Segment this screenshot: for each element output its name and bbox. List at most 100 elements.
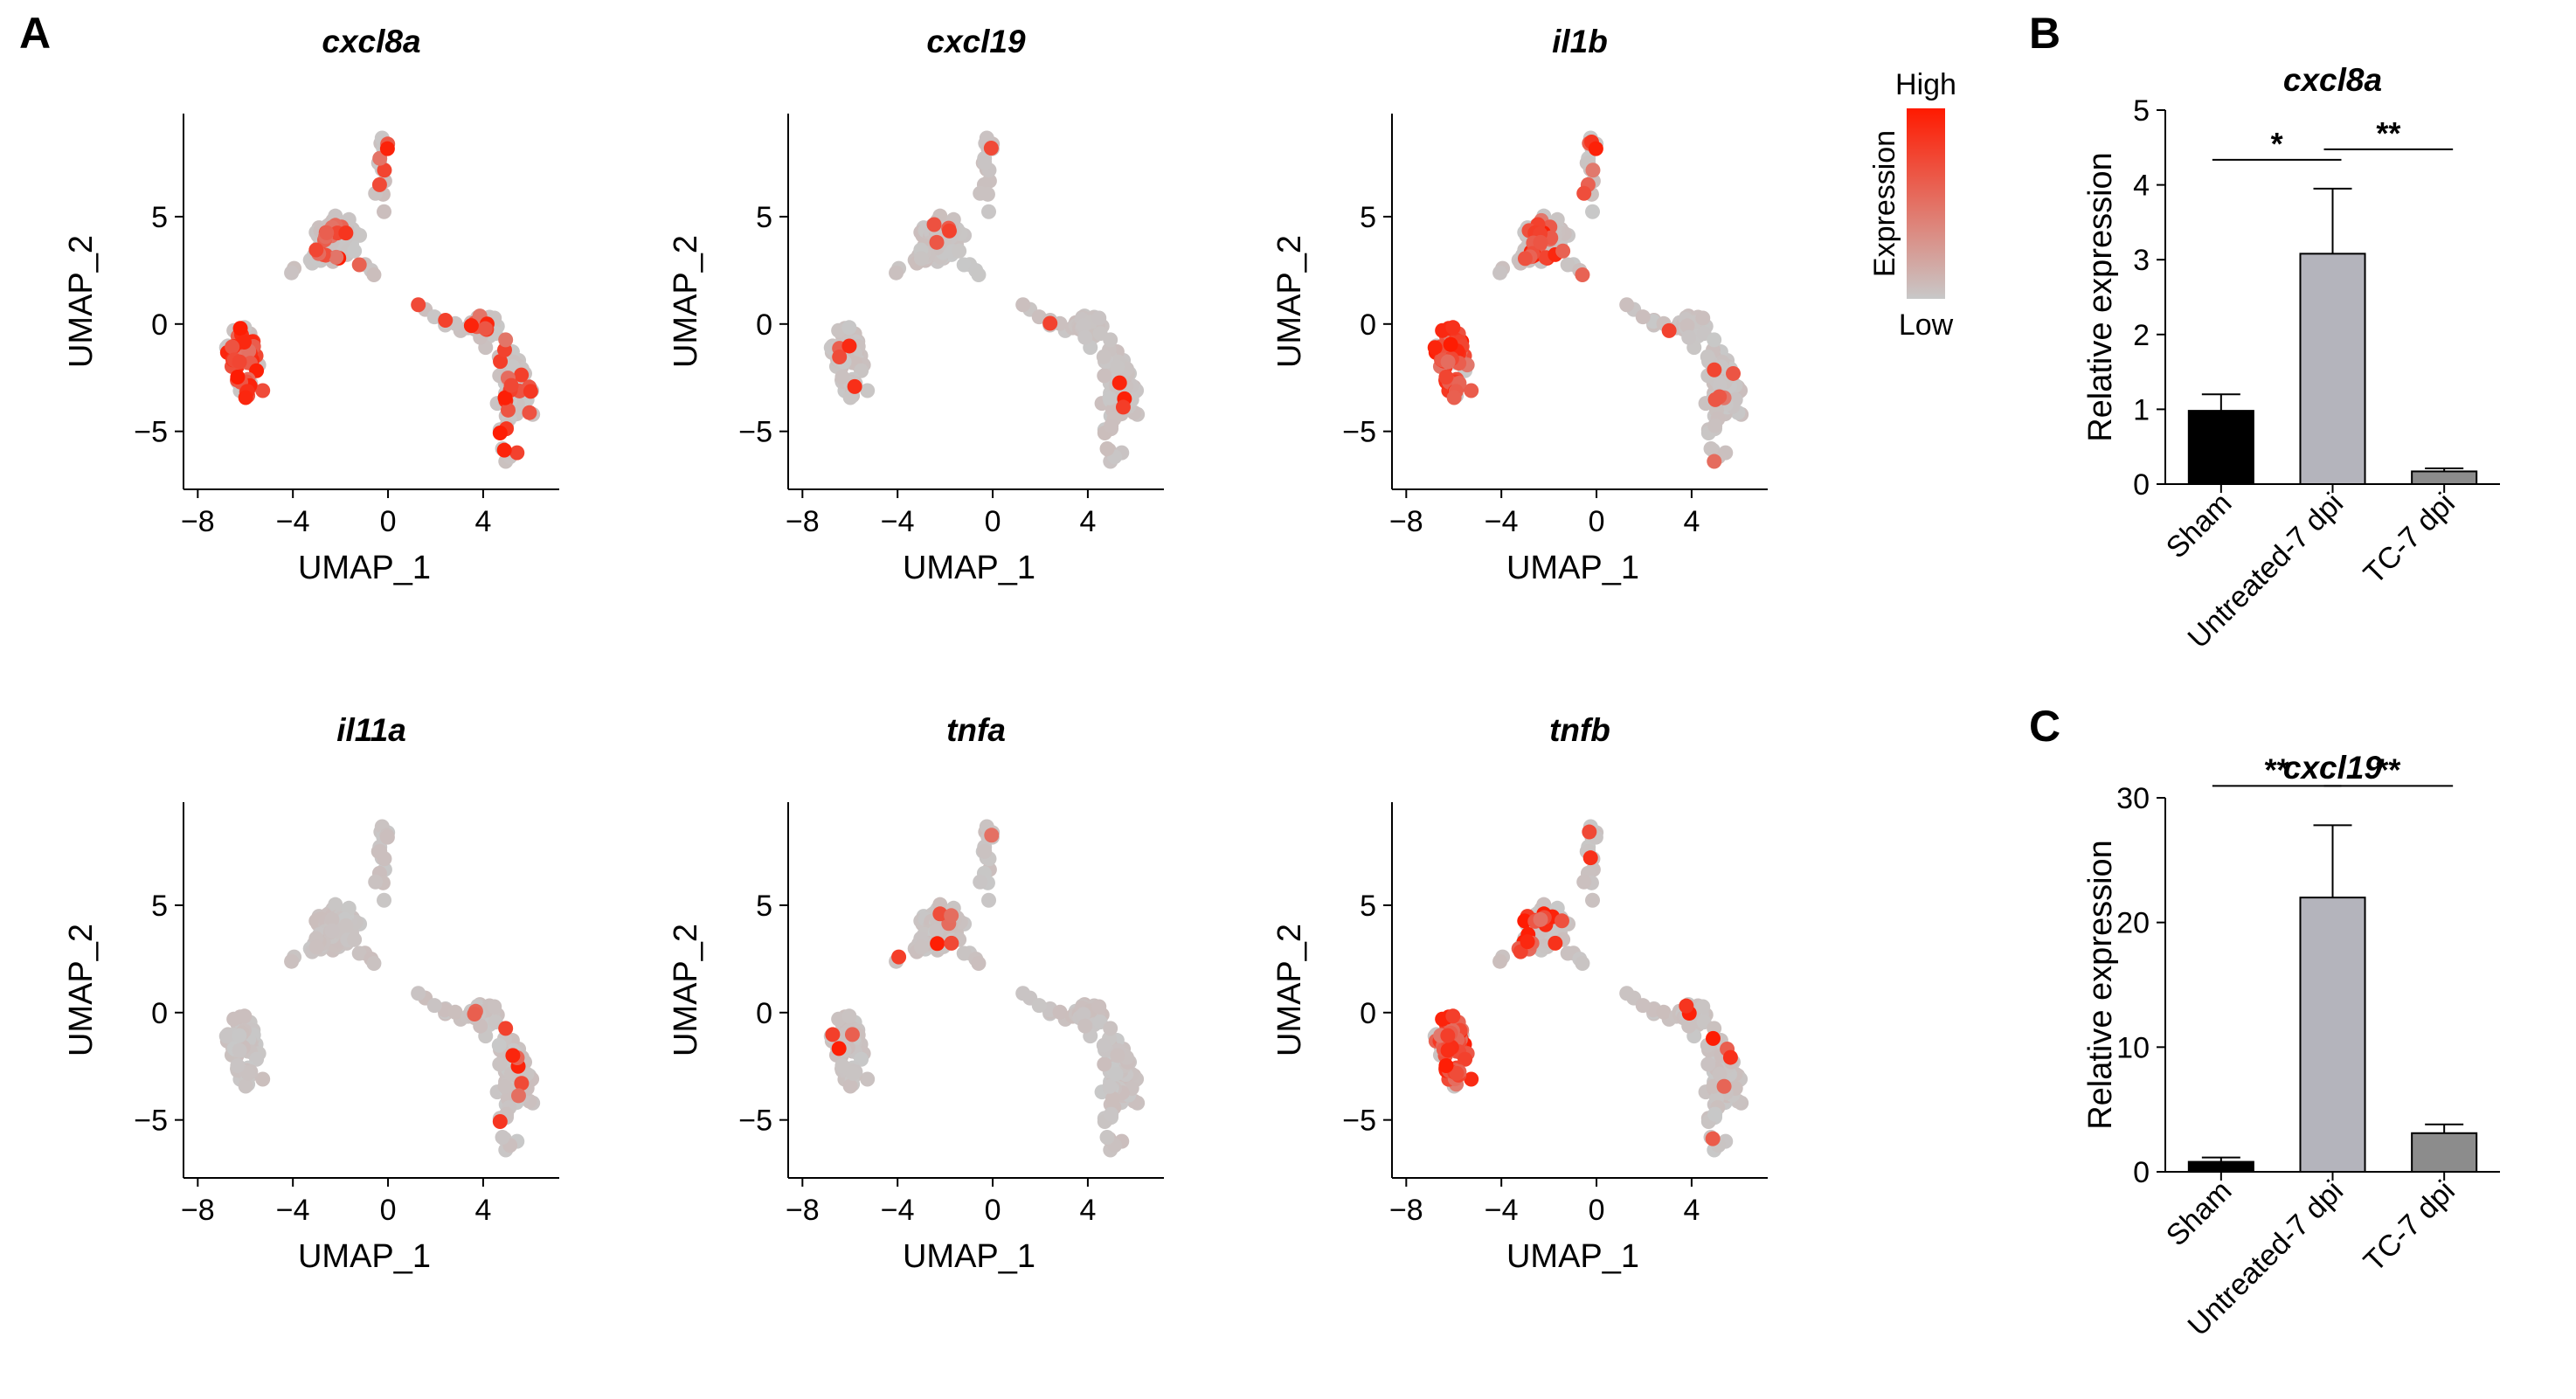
cell-point <box>232 354 247 370</box>
cell-point <box>1560 945 1575 961</box>
cell-point <box>1582 850 1598 866</box>
cell-point <box>447 1004 463 1020</box>
cell-point <box>981 204 997 219</box>
x-tick-label: 4 <box>474 505 491 538</box>
cell-point <box>1555 243 1571 259</box>
cell-point <box>1520 934 1535 950</box>
cell-point <box>379 141 395 156</box>
cell-point <box>891 949 907 965</box>
x-tick-label: 0 <box>985 1194 1001 1227</box>
umap-title-tnfa: tnfa <box>946 712 1006 748</box>
cell-point <box>284 953 300 969</box>
x-tick-label: 4 <box>1079 1194 1096 1227</box>
x-axis-label: UMAP_1 <box>298 1238 431 1275</box>
cell-point <box>1576 874 1592 890</box>
cell-point <box>366 956 382 972</box>
x-category-label: TC-7 dpi <box>2358 487 2462 591</box>
cell-point <box>1585 204 1601 219</box>
cell-point <box>1705 1131 1721 1146</box>
cell-point <box>284 265 300 280</box>
x-tick-label: −4 <box>1485 1194 1519 1227</box>
cell-point <box>1440 354 1456 370</box>
x-tick-label: 0 <box>985 505 1001 538</box>
y-tick-label: −5 <box>738 416 772 449</box>
x-tick-label: −8 <box>1389 505 1423 538</box>
cell-point <box>847 378 862 394</box>
cell-point <box>860 1071 876 1087</box>
cell-point <box>1517 913 1533 929</box>
cell-point <box>984 828 1000 843</box>
umap-title-il1b: il1b <box>1552 24 1608 59</box>
cell-point <box>1042 315 1058 331</box>
cell-point <box>368 874 384 890</box>
cell-point <box>497 390 513 405</box>
cell-point <box>351 257 367 273</box>
y-tick-label: 5 <box>1360 201 1376 234</box>
cell-point <box>498 332 514 348</box>
cell-point <box>379 829 395 845</box>
cell-point <box>1015 986 1031 1001</box>
cell-point <box>941 223 957 239</box>
cell-point <box>1576 185 1592 201</box>
umap-title-cxcl19: cxcl19 <box>926 24 1026 59</box>
y-tick-label: 0 <box>1360 997 1376 1030</box>
y-tick-label: 0 <box>756 308 772 342</box>
cell-point <box>324 923 340 938</box>
cell-point <box>411 297 426 313</box>
cell-point <box>1077 1018 1093 1034</box>
umap-panel-il11a: il11a −8 −4 0 4 −5 0 5 UMAP_1 UMAP_2 <box>63 712 559 1275</box>
x-tick-label: 4 <box>1683 505 1700 538</box>
y-axis-label: UMAP_2 <box>668 924 704 1056</box>
cell-point <box>930 936 945 952</box>
cell-point <box>1656 1004 1672 1020</box>
cell-point <box>514 367 530 383</box>
y-axis-label: UMAP_2 <box>1271 235 1308 368</box>
cell-point <box>1681 1018 1697 1034</box>
cell-point <box>411 986 426 1001</box>
cell-point <box>377 892 392 908</box>
bar <box>2187 410 2254 485</box>
x-category-label: TC-7 dpi <box>2358 1174 2462 1278</box>
x-tick-label: −8 <box>786 505 820 538</box>
cell-point <box>1588 141 1603 156</box>
cell-point <box>971 267 987 283</box>
bar-title: cxcl8a <box>2283 62 2382 98</box>
x-tick-label: 0 <box>1589 1194 1605 1227</box>
cell-point <box>1679 318 1695 334</box>
cell-point <box>232 321 248 336</box>
cell-point <box>473 1018 488 1034</box>
cell-point <box>492 1113 508 1129</box>
y-tick-label: −5 <box>738 1105 772 1138</box>
cell-point <box>1679 998 1694 1014</box>
cell-point <box>495 1129 510 1145</box>
cell-point <box>1700 349 1715 364</box>
cell-point <box>1099 1129 1115 1145</box>
cell-point <box>477 321 493 336</box>
cell-point <box>1707 362 1722 377</box>
cell-point <box>1707 454 1722 469</box>
x-tick-label: −4 <box>276 1194 310 1227</box>
y-tick-label: 10 <box>2116 1031 2150 1064</box>
cell-point <box>347 243 363 259</box>
cell-point <box>510 1088 526 1104</box>
y-tick-label: −5 <box>1342 1105 1376 1138</box>
cell-point <box>1712 1066 1728 1082</box>
cell-point <box>1705 1030 1721 1046</box>
cell-point <box>889 265 904 280</box>
cell-point <box>463 318 479 334</box>
cell-point <box>1077 329 1093 345</box>
bar-title: cxcl19 <box>2283 750 2383 786</box>
cell-point <box>308 242 324 258</box>
cell-point <box>1110 1048 1125 1063</box>
expression-legend: High Low Expression <box>1868 68 1956 342</box>
x-tick-label: 4 <box>474 1194 491 1227</box>
legend-low-label: Low <box>1899 308 1954 342</box>
cell-point <box>1707 1106 1723 1122</box>
cell-point <box>1707 391 1723 407</box>
cell-point <box>503 377 519 393</box>
y-axis-label: UMAP_2 <box>1271 924 1308 1056</box>
cell-point <box>491 1037 507 1053</box>
cell-point <box>338 225 354 241</box>
cell-point <box>825 1027 841 1042</box>
